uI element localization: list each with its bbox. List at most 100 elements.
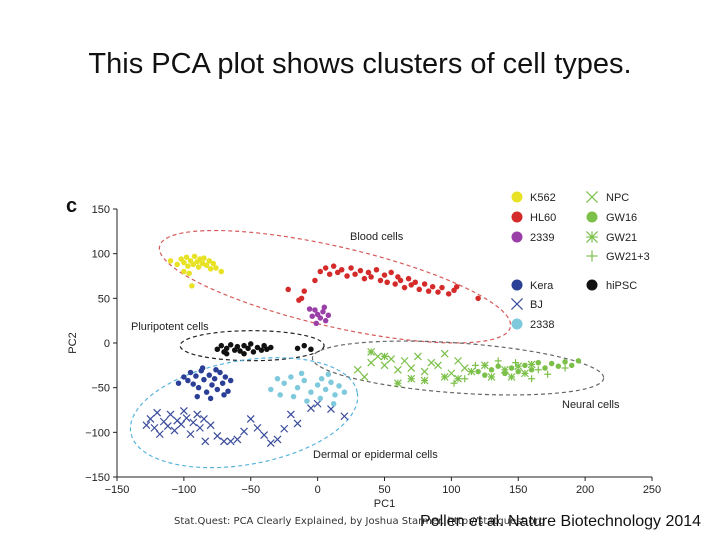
data-point	[325, 312, 332, 319]
data-point	[434, 361, 442, 370]
data-point	[420, 367, 429, 376]
legend-label: GW21+3	[606, 251, 650, 263]
data-point	[330, 263, 337, 269]
data-point	[246, 415, 255, 423]
data-point	[367, 348, 376, 356]
data-point	[344, 273, 350, 279]
data-point	[317, 395, 324, 402]
data-point	[380, 361, 389, 370]
data-point	[285, 286, 291, 293]
data-point	[467, 367, 476, 376]
data-point	[301, 342, 307, 349]
data-point	[401, 284, 408, 291]
data-point	[575, 358, 582, 364]
data-point	[245, 345, 251, 352]
data-point	[150, 423, 159, 432]
data-point	[507, 373, 516, 381]
data-point	[241, 350, 247, 357]
data-point	[420, 376, 429, 385]
data-point	[450, 379, 458, 387]
data-point	[308, 346, 314, 353]
data-point	[482, 372, 488, 378]
data-point	[495, 363, 501, 369]
data-point	[381, 272, 388, 278]
footer-citation: Pollen et al. Nature Biotechnology 2014	[420, 513, 702, 530]
legend-marker	[585, 190, 599, 204]
data-point	[207, 395, 214, 402]
data-point	[254, 344, 261, 351]
data-point	[290, 393, 297, 400]
data-point	[461, 375, 469, 383]
data-point	[548, 360, 555, 367]
data-point	[528, 367, 535, 373]
legend-label: K562	[530, 192, 556, 204]
data-point	[338, 266, 345, 273]
data-point	[341, 389, 348, 395]
data-point	[186, 430, 195, 439]
data-point	[367, 358, 376, 367]
legend-label: Kera	[530, 280, 554, 292]
data-point	[312, 277, 318, 284]
data-point	[527, 360, 536, 369]
y-tick-label: 50	[98, 293, 110, 305]
data-point	[286, 410, 295, 419]
slide-title: This PCA plot shows clusters of cell typ…	[88, 48, 632, 80]
legend-label: HL60	[530, 212, 556, 224]
data-point	[393, 379, 402, 388]
data-point	[294, 345, 301, 352]
data-point	[142, 421, 151, 430]
data-point	[260, 431, 269, 439]
data-point	[454, 356, 462, 365]
data-point	[360, 373, 369, 381]
data-point	[322, 265, 329, 271]
legend-label: NPC	[606, 192, 629, 204]
data-point	[248, 341, 254, 347]
x-tick-label: 150	[509, 484, 527, 496]
data-point	[544, 370, 552, 378]
data-point	[182, 414, 191, 422]
data-point	[542, 365, 548, 371]
data-point	[213, 265, 219, 271]
data-point	[429, 283, 436, 290]
data-point	[241, 342, 247, 349]
legend-marker	[586, 250, 598, 262]
data-point	[280, 424, 289, 433]
data-point	[427, 358, 436, 367]
data-point	[361, 275, 368, 282]
data-point	[221, 392, 227, 398]
x-tick-label: 250	[643, 484, 661, 496]
y-axis-label: PC2	[67, 332, 79, 353]
data-point	[416, 286, 423, 293]
data-point	[170, 426, 179, 435]
data-point	[293, 419, 302, 428]
data-point	[327, 405, 335, 414]
data-point	[377, 277, 384, 284]
data-point	[234, 343, 241, 350]
cluster-label: Blood cells	[350, 231, 404, 243]
data-point	[425, 288, 432, 294]
data-point	[206, 421, 215, 430]
data-point	[408, 282, 414, 288]
data-point	[393, 365, 402, 374]
data-point	[555, 363, 562, 369]
data-point	[174, 261, 180, 268]
data-point	[213, 367, 219, 373]
data-point	[233, 435, 242, 444]
data-point	[288, 374, 294, 380]
data-point	[189, 418, 198, 427]
data-point	[206, 372, 213, 378]
data-point	[435, 289, 441, 295]
y-tick-label: 150	[92, 204, 110, 216]
x-axis-label: PC1	[374, 498, 395, 510]
data-point	[405, 275, 412, 282]
data-point	[439, 284, 445, 291]
y-tick-label: 100	[92, 249, 110, 261]
data-point	[211, 375, 218, 382]
data-point	[155, 430, 164, 439]
data-point	[308, 389, 314, 395]
x-tick-label: −100	[171, 484, 196, 496]
data-point	[185, 263, 191, 269]
data-point	[268, 344, 274, 351]
data-point	[177, 420, 186, 429]
data-point	[191, 253, 198, 260]
